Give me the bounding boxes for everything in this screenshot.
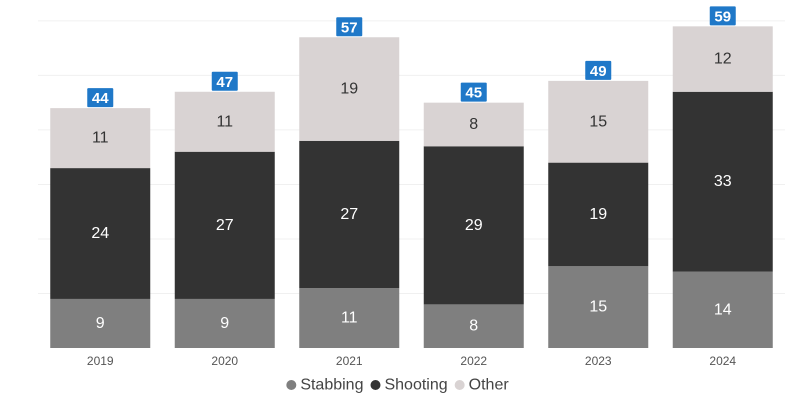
bar-segment-stabbing-2020: [174, 298, 275, 348]
data-label-other-2023: 15: [589, 113, 607, 130]
bar-segment-shooting-2019: [50, 168, 151, 299]
total-label-2024: 59: [714, 8, 731, 25]
bar-segment-other-2024: [672, 26, 773, 92]
x-tick-label-2020: 2020: [211, 354, 238, 368]
data-label-shooting-2019: 24: [91, 225, 109, 242]
data-label-other-2020: 11: [216, 113, 233, 130]
total-badge-2019: [87, 88, 114, 108]
legend-label-stabbing: Stabbing: [300, 377, 363, 394]
data-label-other-2022: 8: [469, 116, 478, 133]
bar-group-2019: 9 24 11 44: [50, 88, 151, 348]
data-label-shooting-2024: 33: [714, 173, 732, 190]
bar-segment-shooting-2021: [299, 140, 400, 289]
data-label-stabbing-2024: 14: [714, 301, 732, 318]
bar-segment-shooting-2022: [423, 146, 524, 305]
data-label-other-2019: 11: [92, 130, 109, 147]
total-badge-2024: [709, 6, 736, 26]
data-label-other-2024: 12: [714, 51, 732, 68]
legend-marker-shooting: [370, 380, 381, 390]
bar-segment-shooting-2020: [174, 151, 275, 299]
data-label-shooting-2022: 29: [465, 217, 483, 234]
data-label-other-2021: 19: [340, 81, 358, 98]
data-label-stabbing-2021: 11: [341, 310, 358, 327]
legend: Stabbing Shooting Other: [286, 377, 509, 394]
legend-item-other: Other: [454, 377, 510, 394]
total-label-2019: 44: [92, 90, 109, 107]
bar-segment-stabbing-2019: [50, 298, 151, 348]
data-label-stabbing-2022: 8: [469, 318, 478, 335]
bar-group-2023: 15 19 15 49: [548, 60, 649, 348]
bar-segment-other-2021: [299, 37, 400, 141]
data-label-shooting-2021: 27: [340, 206, 358, 223]
legend-marker-other: [454, 380, 465, 390]
x-tick-label-2019: 2019: [87, 354, 114, 368]
total-label-2023: 49: [590, 63, 607, 80]
legend-marker-stabbing: [286, 380, 297, 390]
bar-segment-other-2022: [423, 102, 524, 147]
bar-group-2020: 9 27 11 47: [174, 71, 275, 348]
data-label-shooting-2023: 19: [589, 206, 607, 223]
bar-group-2021: 11 27 19 57: [299, 17, 400, 348]
total-badge-2022: [460, 82, 487, 102]
bar-group-2022: 8 29 8 45: [423, 82, 524, 348]
bar-segment-stabbing-2024: [672, 271, 773, 348]
legend-item-shooting: Shooting: [370, 377, 448, 394]
total-badge-2021: [336, 17, 363, 37]
total-badge-2020: [211, 71, 238, 91]
x-tick-label-2024: 2024: [709, 354, 736, 368]
bar-segment-stabbing-2023: [548, 266, 649, 348]
bar-segment-stabbing-2022: [423, 304, 524, 348]
legend-label-shooting: Shooting: [384, 377, 447, 394]
total-label-2020: 47: [216, 74, 233, 91]
data-label-stabbing-2020: 9: [220, 315, 229, 332]
bars-layer: 9 24 11 44 9 27 11 47 11 27 19 57 8 29 8 45 15 19 15 49 14 33…: [50, 6, 773, 348]
bar-segment-stabbing-2021: [299, 288, 400, 348]
total-label-2022: 45: [465, 85, 482, 102]
x-tick-label-2021: 2021: [336, 354, 363, 368]
bar-segment-shooting-2024: [672, 91, 773, 272]
bar-group-2024: 14 33 12 59: [672, 6, 773, 348]
x-tick-label-2023: 2023: [585, 354, 612, 368]
legend-label-other: Other: [469, 377, 510, 394]
data-label-stabbing-2019: 9: [96, 315, 105, 332]
total-label-2021: 57: [341, 19, 358, 36]
bar-segment-other-2023: [548, 80, 649, 163]
data-label-stabbing-2023: 15: [589, 299, 607, 316]
x-tick-label-2022: 2022: [460, 354, 487, 368]
grid-layer: [38, 20, 785, 294]
bar-segment-shooting-2023: [548, 162, 649, 267]
data-label-shooting-2020: 27: [216, 217, 234, 234]
x-axis-ticks: 2019 2020 2021 2022 2023 2024: [87, 354, 737, 368]
bar-segment-other-2019: [50, 108, 151, 169]
bar-segment-other-2020: [174, 91, 275, 152]
legend-item-stabbing: Stabbing: [286, 377, 363, 394]
total-badge-2023: [585, 60, 612, 80]
